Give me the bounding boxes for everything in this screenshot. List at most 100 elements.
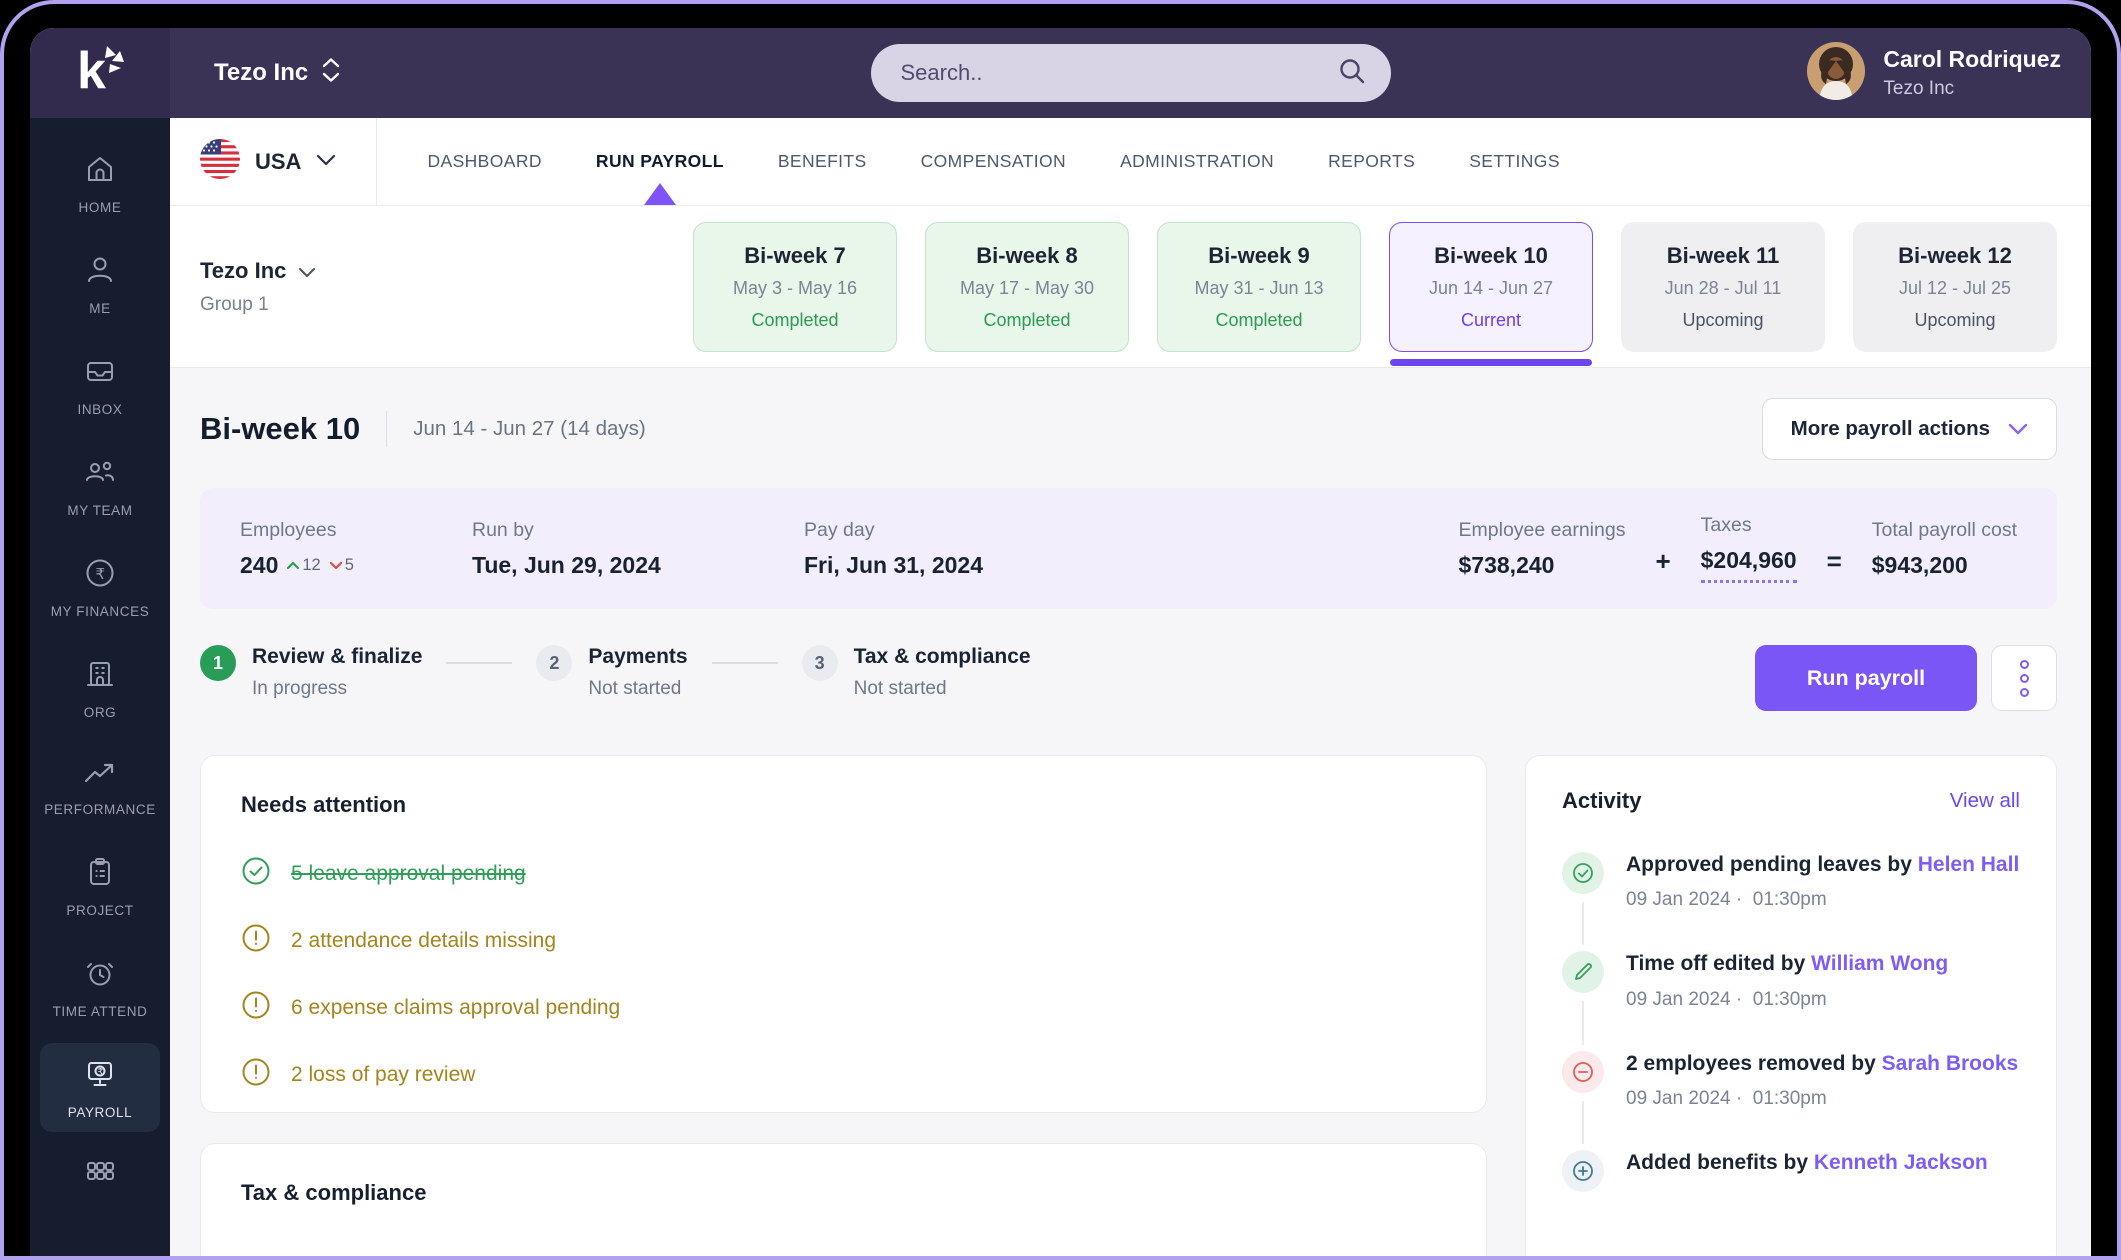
header-bar: Tezo Inc bbox=[170, 28, 2091, 118]
user-org: Tezo Inc bbox=[1883, 77, 1955, 99]
check-circle-icon bbox=[241, 856, 271, 892]
clipboard-icon bbox=[83, 855, 117, 894]
pay-period-selector-row: Tezo Inc Group 1 Bi-week 7 May 3 - May 1… bbox=[170, 206, 2091, 368]
needs-item-attendance-missing[interactable]: 2 attendance details missing bbox=[241, 923, 1446, 959]
keka-logo-icon: k bbox=[67, 38, 133, 109]
sidebar-item-label: ORG bbox=[83, 705, 117, 720]
run-payroll-button[interactable]: Run payroll bbox=[1755, 645, 1977, 711]
period-title: Bi-week 9 bbox=[1208, 242, 1310, 268]
tab-run-payroll[interactable]: RUN PAYROLL bbox=[596, 118, 724, 205]
sidebar-item-org[interactable]: ORG bbox=[40, 643, 160, 732]
tab-benefits[interactable]: BENEFITS bbox=[777, 151, 867, 171]
activity-text: Approved pending leaves by bbox=[1626, 853, 1912, 876]
summary-taxes: Taxes $204,960 bbox=[1700, 514, 1797, 583]
period-card-biweek-7[interactable]: Bi-week 7 May 3 - May 16 Completed bbox=[693, 221, 897, 352]
activity-actor-link[interactable]: Kenneth Jackson bbox=[1813, 1150, 1988, 1174]
sidebar-item-apps[interactable] bbox=[40, 1144, 160, 1209]
activity-actor-link[interactable]: Helen Hall bbox=[1917, 853, 2020, 876]
tax-compliance-card: Tax & compliance bbox=[200, 1143, 1487, 1260]
sidebar-item-label: HOME bbox=[78, 200, 122, 215]
employees-label: Employees bbox=[240, 518, 337, 541]
alert-circle-icon bbox=[241, 923, 271, 959]
period-card-biweek-8[interactable]: Bi-week 8 May 17 - May 30 Completed bbox=[925, 221, 1129, 352]
sidebar-item-project[interactable]: PROJECT bbox=[40, 841, 160, 930]
tab-reports[interactable]: REPORTS bbox=[1328, 151, 1416, 171]
more-options-button[interactable] bbox=[1991, 645, 2057, 711]
chevron-down-icon bbox=[298, 258, 316, 284]
run-by-value: Tue, Jun 29, 2024 bbox=[472, 551, 661, 578]
sidebar-item-my-team[interactable]: MY TEAM bbox=[40, 441, 160, 530]
period-status: Upcoming bbox=[1682, 309, 1764, 330]
kebab-icon bbox=[2019, 659, 2029, 697]
sidebar-item-inbox[interactable]: INBOX bbox=[40, 340, 160, 429]
country-selector[interactable]: USA bbox=[170, 118, 378, 205]
step-tax-compliance[interactable]: 3 Tax & compliance Not started bbox=[801, 645, 1031, 700]
needs-item-leave-approval[interactable]: 5 leave approval pending bbox=[241, 856, 1446, 892]
caret-up-icon bbox=[287, 561, 300, 569]
page-body: Bi-week 10 Jun 14 - Jun 27 (14 days) Mor… bbox=[170, 368, 2091, 1260]
chevron-down-icon bbox=[316, 153, 336, 171]
taxes-value[interactable]: $204,960 bbox=[1700, 547, 1797, 583]
brand-logo-block[interactable]: k bbox=[30, 28, 170, 118]
search-bar[interactable] bbox=[870, 44, 1391, 102]
period-title: Bi-week 10 bbox=[1434, 242, 1548, 268]
sidebar-item-label: MY FINANCES bbox=[50, 604, 150, 619]
activity-actor-link[interactable]: Sarah Brooks bbox=[1881, 1051, 2019, 1075]
pay-day-value: Fri, Jun 31, 2024 bbox=[804, 551, 983, 578]
minus-circle-icon bbox=[1562, 1050, 1604, 1093]
divider bbox=[386, 411, 388, 447]
period-card-biweek-12[interactable]: Bi-week 12 Jul 12 - Jul 25 Upcoming bbox=[1853, 221, 2057, 352]
period-cards: Bi-week 7 May 3 - May 16 Completed Bi-we… bbox=[693, 221, 2057, 366]
total-value: $943,200 bbox=[1871, 551, 1968, 578]
sidebar-item-performance[interactable]: PERFORMANCE bbox=[40, 744, 160, 829]
group-company-dropdown[interactable]: Tezo Inc bbox=[200, 258, 316, 284]
sidebar-item-time-attend[interactable]: TIME ATTEND bbox=[40, 942, 160, 1031]
total-label: Total payroll cost bbox=[1871, 518, 2017, 541]
tab-settings[interactable]: SETTINGS bbox=[1469, 151, 1560, 171]
activity-item[interactable]: 2 employees removed by Sarah Brooks 09 J… bbox=[1562, 1050, 2020, 1150]
pencil-icon bbox=[1562, 951, 1604, 994]
earnings-label: Employee earnings bbox=[1458, 518, 1626, 541]
company-switcher[interactable]: Tezo Inc bbox=[214, 57, 342, 90]
activity-timestamp: 09 Jan 2024 · 01:30pm bbox=[1626, 889, 1827, 911]
step-review-finalize[interactable]: 1 Review & finalize In progress bbox=[200, 645, 422, 700]
activity-item[interactable]: Added benefits by Kenneth Jackson bbox=[1562, 1149, 2020, 1232]
period-title: Bi-week 11 bbox=[1666, 242, 1780, 268]
sidebar-item-me[interactable]: ME bbox=[40, 239, 160, 328]
unfold-icon bbox=[320, 57, 342, 90]
user-profile[interactable]: Carol Rodriquez Tezo Inc bbox=[1807, 41, 2061, 105]
tab-administration[interactable]: ADMINISTRATION bbox=[1120, 151, 1275, 171]
period-card-biweek-9[interactable]: Bi-week 9 May 31 - Jun 13 Completed bbox=[1157, 221, 1361, 352]
period-status: Completed bbox=[1215, 309, 1303, 330]
summary-employees: Employees 240 12 5 bbox=[240, 519, 472, 579]
sidebar-item-my-finances[interactable]: ₹ MY FINANCES bbox=[40, 542, 160, 631]
country-label: USA bbox=[255, 148, 302, 174]
tab-compensation[interactable]: COMPENSATION bbox=[920, 151, 1067, 171]
sidebar-item-home[interactable]: HOME bbox=[40, 138, 160, 227]
view-all-link[interactable]: View all bbox=[1949, 789, 2020, 812]
step-connector bbox=[711, 662, 778, 664]
activity-item[interactable]: Approved pending leaves by Helen Hall 09… bbox=[1562, 852, 2020, 951]
search-input[interactable] bbox=[898, 59, 1337, 87]
sidebar-item-payroll[interactable]: ₹ PAYROLL bbox=[40, 1043, 160, 1132]
period-dates: May 31 - Jun 13 bbox=[1194, 277, 1324, 298]
employees-count: 240 bbox=[240, 551, 279, 578]
period-card-biweek-10[interactable]: Bi-week 10 Jun 14 - Jun 27 Current bbox=[1389, 221, 1593, 366]
activity-item[interactable]: Time off edited by William Wong 09 Jan 2… bbox=[1562, 951, 2020, 1050]
plus-operator: + bbox=[1655, 546, 1671, 576]
needs-item-expense-claims[interactable]: 6 expense claims approval pending bbox=[241, 990, 1446, 1026]
alert-circle-icon bbox=[241, 1057, 271, 1093]
step-label: Review & finalize bbox=[252, 645, 423, 668]
activity-actor-link[interactable]: William Wong bbox=[1811, 952, 1949, 976]
period-card-biweek-11[interactable]: Bi-week 11 Jun 28 - Jul 11 Upcoming bbox=[1621, 221, 1825, 352]
step-payments[interactable]: 2 Payments Not started bbox=[536, 645, 688, 700]
period-status: Upcoming bbox=[1914, 309, 1996, 330]
sidebar-item-label: PROJECT bbox=[66, 903, 134, 918]
run-by-label: Run by bbox=[472, 518, 534, 541]
step-label: Payments bbox=[588, 645, 688, 668]
period-title: Bi-week 7 bbox=[744, 242, 846, 268]
summary-total: Total payroll cost $943,200 bbox=[1872, 519, 2017, 579]
more-payroll-actions-button[interactable]: More payroll actions bbox=[1761, 398, 2057, 460]
tab-dashboard[interactable]: DASHBOARD bbox=[427, 151, 542, 171]
needs-item-loss-of-pay[interactable]: 2 loss of pay review bbox=[241, 1057, 1446, 1093]
